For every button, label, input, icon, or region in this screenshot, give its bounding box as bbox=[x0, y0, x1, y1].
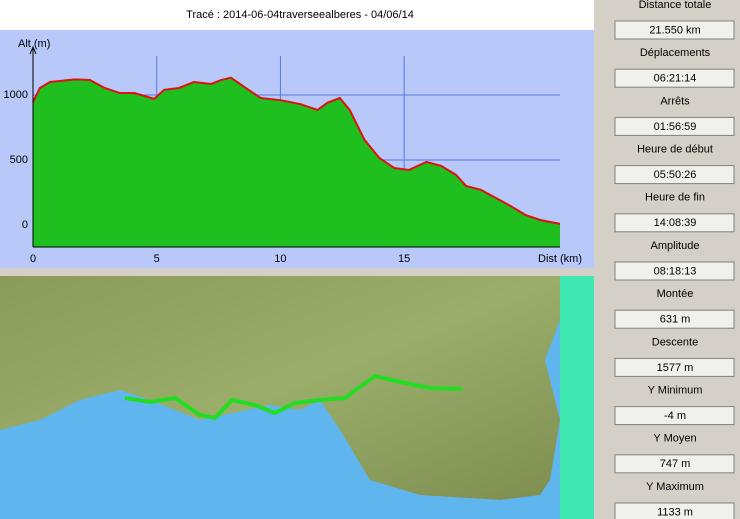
x-axis-label: Dist (km) bbox=[538, 253, 582, 265]
stat-box bbox=[614, 406, 735, 426]
map-land bbox=[0, 276, 560, 500]
stat-value: 21.550 km bbox=[649, 24, 700, 36]
profile-line bbox=[32, 76, 561, 225]
stat-value: 747 m bbox=[660, 458, 691, 470]
y-tick-label: 500 bbox=[10, 154, 28, 166]
map bbox=[0, 276, 594, 519]
title-bar bbox=[0, 0, 594, 30]
stat-box bbox=[614, 357, 735, 377]
stat-label: Heure de fin bbox=[645, 192, 705, 204]
stats-list: Distance totale 21.550 km Déplacements 06:2… bbox=[614, 0, 735, 519]
stat-label: Heure de début bbox=[637, 144, 713, 156]
x-tick-label: 5 bbox=[154, 253, 160, 265]
stat-label: Y Maximum bbox=[646, 481, 704, 493]
stat-box bbox=[614, 454, 735, 474]
stat-value: -4 m bbox=[664, 410, 686, 422]
stat-box bbox=[614, 261, 735, 281]
area bbox=[33, 77, 560, 247]
splitter bbox=[0, 268, 594, 276]
stat-box bbox=[614, 20, 735, 40]
stat-value: 1133 m bbox=[657, 506, 693, 518]
stat-box bbox=[614, 309, 735, 329]
chart-title: Tracé : 2014-06-04traverseealberes - 04/… bbox=[186, 9, 414, 21]
stat-label: Arrêts bbox=[660, 95, 690, 107]
stat-label: Y Minimum bbox=[648, 385, 703, 397]
stat-label: Distance totale bbox=[639, 0, 712, 11]
plot: 0 5 10 15 0 500 1000 Alt (m) Dist (km) bbox=[4, 38, 582, 265]
stat-value: 14:08:39 bbox=[654, 217, 697, 229]
stat-label: Déplacements bbox=[640, 47, 711, 59]
stat-box bbox=[614, 68, 735, 88]
stat-box bbox=[614, 213, 735, 233]
stat-value: 08:18:13 bbox=[654, 265, 697, 277]
stat-value: 05:50:26 bbox=[654, 169, 697, 181]
map-border bbox=[560, 276, 594, 519]
stat-value: 631 m bbox=[660, 314, 691, 326]
stat-value: 06:21:14 bbox=[654, 73, 697, 85]
stat-box bbox=[614, 502, 735, 519]
stat-box bbox=[614, 116, 735, 136]
stat-label: Amplitude bbox=[651, 240, 700, 252]
track bbox=[124, 373, 463, 421]
stat-value: 01:56:59 bbox=[654, 121, 697, 133]
y-tick-label: 0 bbox=[22, 219, 28, 231]
stat-box bbox=[614, 165, 735, 185]
stat-label: Y Moyen bbox=[653, 433, 696, 445]
stat-value: 1577 m bbox=[657, 362, 694, 374]
stat-label: Descente bbox=[652, 336, 698, 348]
y-tick-label: 1000 bbox=[4, 89, 28, 101]
x-tick-label: 0 bbox=[30, 253, 36, 265]
y-axis-label: Alt (m) bbox=[18, 38, 50, 50]
stat-label: Montée bbox=[657, 288, 694, 300]
x-tick-label: 15 bbox=[398, 253, 410, 265]
y-axis-arrow bbox=[29, 45, 37, 55]
x-tick-label: 10 bbox=[274, 253, 286, 265]
